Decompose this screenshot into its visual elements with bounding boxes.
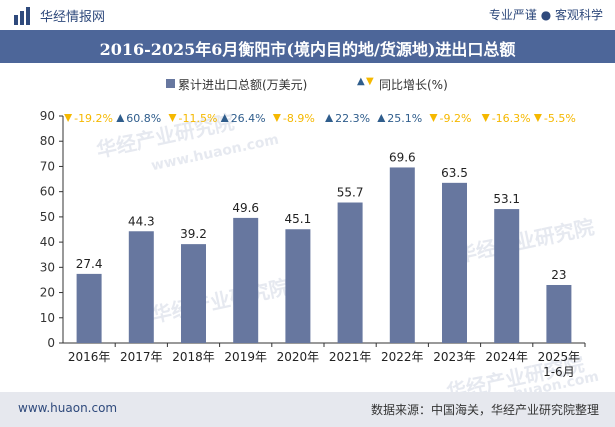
growth-up-triangle-icon xyxy=(377,114,386,122)
bar xyxy=(128,231,154,343)
data-label: 69.6 xyxy=(389,150,416,164)
growth-label: -11.5% xyxy=(179,112,218,125)
y-tick-label: 90 xyxy=(40,109,55,123)
x-tick-label: 2021年 xyxy=(329,350,372,364)
data-label: 44.3 xyxy=(128,214,155,228)
legend-growth-label: 同比增长(%) xyxy=(379,78,448,92)
bar xyxy=(181,244,206,343)
title-bar xyxy=(0,30,615,63)
legend-bar-swatch xyxy=(166,79,175,88)
x-tick-label: 2023年 xyxy=(433,350,476,364)
data-label: 49.6 xyxy=(232,201,259,215)
y-tick-label: 80 xyxy=(40,134,55,148)
growth-label: -16.3% xyxy=(492,112,531,125)
data-label: 39.2 xyxy=(180,227,207,241)
data-label: 23 xyxy=(551,268,566,282)
data-label: 55.7 xyxy=(337,186,364,200)
top-bar: 华经情报网 专业严谨 ● 客观科学 xyxy=(0,0,615,30)
growth-down-triangle-icon xyxy=(168,114,177,122)
growth-down-triangle-icon xyxy=(533,114,542,122)
y-tick-label: 70 xyxy=(40,159,55,173)
growth-up-triangle-icon xyxy=(325,114,334,122)
legend-up-triangle-icon: ▲ xyxy=(357,76,365,87)
growth-label: -19.2% xyxy=(74,112,113,125)
data-label: 53.1 xyxy=(493,192,520,206)
y-tick-label: 50 xyxy=(40,210,55,224)
legend-bar-label: 累计进出口总额(万美元) xyxy=(178,78,308,92)
y-tick-label: 0 xyxy=(47,336,55,350)
footer-website: www.huaon.com xyxy=(18,401,118,415)
y-tick-label: 40 xyxy=(40,235,55,249)
data-label: 63.5 xyxy=(441,166,468,180)
growth-label: 26.4% xyxy=(231,112,266,125)
bar xyxy=(76,273,102,343)
growth-down-triangle-icon xyxy=(64,114,73,122)
growth-up-triangle-icon xyxy=(116,114,125,122)
footer: www.huaon.com 数据来源：中国海关，华经产业研究院整理 xyxy=(0,392,615,427)
growth-label: -5.5% xyxy=(544,112,576,125)
x-tick-label: 2017年 xyxy=(120,350,163,364)
data-label: 45.1 xyxy=(285,212,312,226)
growth-label: -9.2% xyxy=(440,112,472,125)
data-label: 27.4 xyxy=(76,257,103,271)
footer-source: 数据来源：中国海关，华经产业研究院整理 xyxy=(370,403,599,417)
x-tick-label: 2022年 xyxy=(381,350,424,364)
brand-name: 华经情报网 xyxy=(40,10,106,25)
y-tick-label: 30 xyxy=(40,260,55,274)
x-tick-label: 2020年 xyxy=(277,350,320,364)
y-tick-label: 20 xyxy=(40,286,55,300)
chart-title: 2016-2025年6月衡阳市(境内目的地/货源地)进出口总额 xyxy=(99,40,516,59)
bar xyxy=(389,167,415,343)
legend: 累计进出口总额(万美元) ▲ ▼ 同比增长(%) xyxy=(0,74,615,94)
growth-up-triangle-icon xyxy=(220,114,229,122)
bar xyxy=(233,217,259,343)
x-tick-label: 2025年 xyxy=(538,350,581,364)
growth-label: 25.1% xyxy=(387,112,422,125)
x-tick-label: 1-6月 xyxy=(543,365,575,379)
x-tick-label: 2024年 xyxy=(485,350,528,364)
legend-down-triangle-icon: ▼ xyxy=(366,76,374,87)
growth-label: 60.8% xyxy=(126,112,161,125)
growth-down-triangle-icon xyxy=(481,114,490,122)
bar xyxy=(494,209,520,343)
slogan: 专业严谨 ● 客观科学 xyxy=(488,8,603,22)
growth-label: 22.3% xyxy=(335,112,370,125)
growth-label: -8.9% xyxy=(283,112,315,125)
growth-down-triangle-icon xyxy=(429,114,438,122)
x-tick-label: 2018年 xyxy=(172,350,215,364)
y-tick-label: 60 xyxy=(40,185,55,199)
bar-chart: 0 10 20 30 40 50 60 70 80 90 27.4 2016年 -19.2% 44.3 20… xyxy=(40,109,586,379)
bar xyxy=(442,182,467,343)
bar xyxy=(546,284,572,343)
x-tick-label: 2019年 xyxy=(224,350,267,364)
huajing-logo-icon xyxy=(14,7,30,25)
bar xyxy=(337,202,363,343)
growth-down-triangle-icon xyxy=(272,114,281,122)
y-tick-label: 10 xyxy=(40,311,55,325)
bar xyxy=(285,229,311,343)
x-tick-label: 2016年 xyxy=(68,350,111,364)
